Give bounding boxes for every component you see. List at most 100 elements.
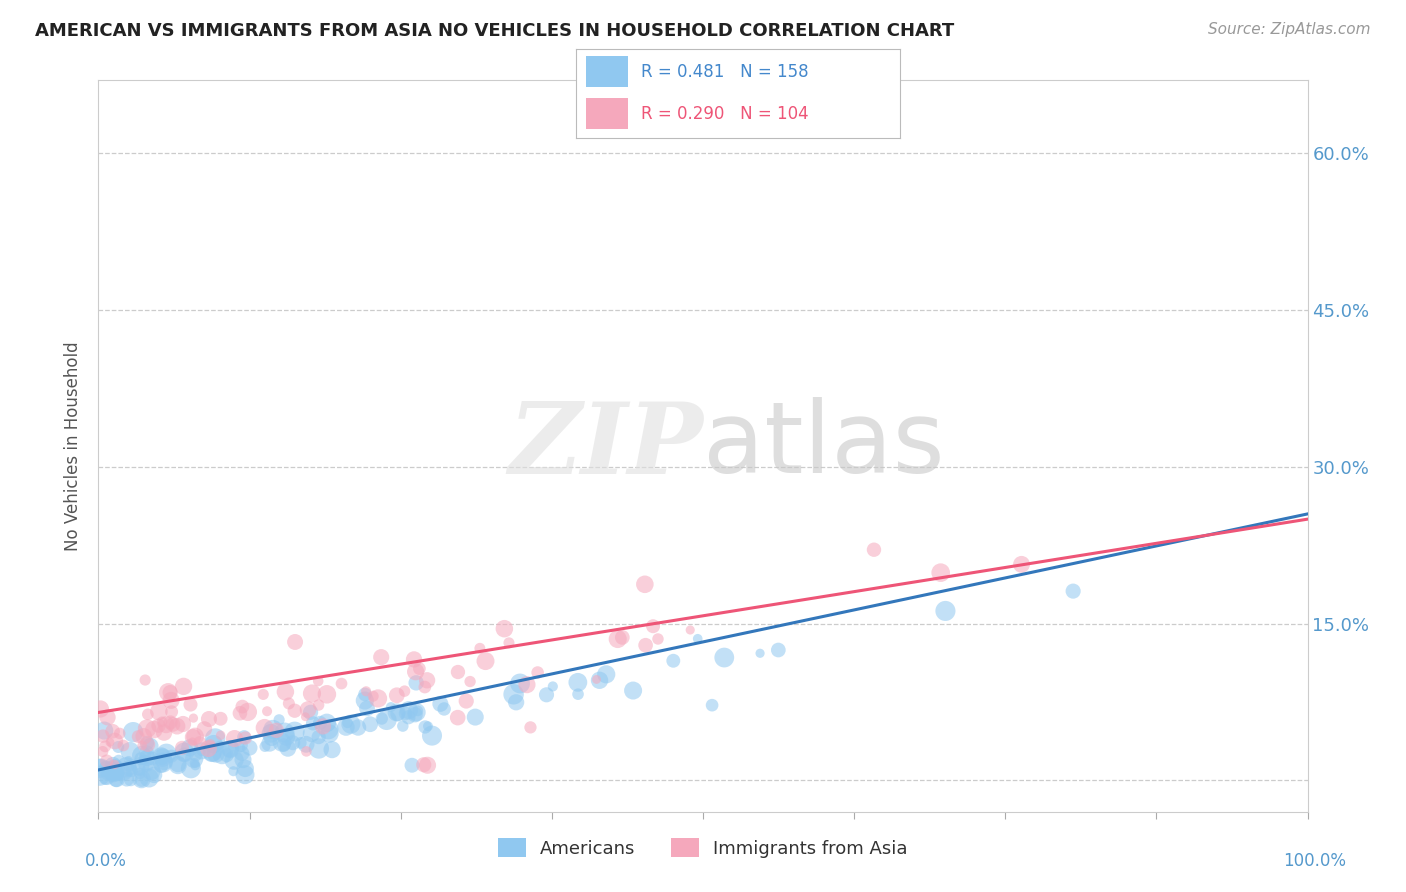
Y-axis label: No Vehicles in Household: No Vehicles in Household [65,341,83,551]
Point [173,747,195,762]
Point [229,740,252,755]
Point [233,730,256,744]
Point [219,742,242,756]
Point [309,715,332,730]
Text: atlas: atlas [703,398,945,494]
Point [253,739,276,754]
Point [290,736,312,750]
Point [229,706,252,721]
Point [224,731,246,746]
Point [269,713,291,727]
Point [647,632,669,646]
Point [458,674,481,689]
Point [474,654,496,668]
Point [131,748,153,763]
Point [276,730,298,744]
Point [183,752,205,766]
Text: R = 0.290   N = 104: R = 0.290 N = 104 [641,105,808,123]
Point [412,757,434,772]
Point [148,705,170,719]
Point [768,643,790,657]
Point [340,717,363,731]
Point [686,632,709,646]
Point [299,706,322,720]
Point [103,766,125,780]
Point [413,720,436,734]
Point [260,731,283,745]
Point [204,731,226,746]
Point [585,673,607,687]
Point [190,745,212,759]
Point [367,691,389,706]
Point [385,688,408,702]
Point [120,772,142,787]
Point [266,723,288,738]
Point [135,746,157,760]
Point [135,756,157,771]
Point [201,745,224,759]
Point [394,684,416,698]
Point [202,737,225,751]
Point [166,719,188,733]
Point [107,754,129,768]
Point [284,635,307,649]
Point [416,758,439,772]
Point [184,730,207,744]
Point [1062,584,1084,599]
Point [749,646,772,660]
Point [143,768,166,782]
Point [354,684,377,698]
Point [284,724,307,739]
Point [318,726,340,740]
Point [215,748,238,763]
Point [152,750,174,764]
Point [308,741,330,756]
Point [260,726,283,740]
Point [302,716,325,731]
Point [117,754,139,768]
Point [700,698,723,713]
Point [172,717,194,731]
Point [318,723,340,737]
Point [301,686,323,700]
Point [307,674,329,689]
Point [143,723,166,737]
Point [235,731,257,745]
Point [447,711,470,725]
Point [253,721,276,735]
Point [190,744,212,758]
Point [375,713,398,727]
Legend: Americans, Immigrants from Asia: Americans, Immigrants from Asia [491,831,915,865]
Point [354,688,377,702]
Point [1011,558,1033,572]
Point [259,736,281,750]
Point [183,711,205,725]
Point [315,715,337,730]
Point [184,747,207,762]
Point [361,689,384,703]
Point [132,729,155,743]
Point [131,773,153,788]
Point [108,768,131,782]
Point [929,566,952,580]
Text: R = 0.481   N = 158: R = 0.481 N = 158 [641,63,808,81]
Point [122,725,145,739]
Point [160,705,183,719]
Point [277,697,299,711]
Point [132,753,155,767]
Point [312,719,335,733]
Point [356,701,378,715]
Point [129,759,152,773]
Point [416,719,439,733]
Point [94,772,117,787]
Point [160,693,183,707]
Point [184,758,207,772]
Point [405,705,427,719]
Point [91,729,114,743]
Point [153,755,176,769]
Point [233,768,256,782]
Point [136,738,159,752]
Point [236,705,259,719]
Point [180,761,202,775]
Point [94,739,117,754]
